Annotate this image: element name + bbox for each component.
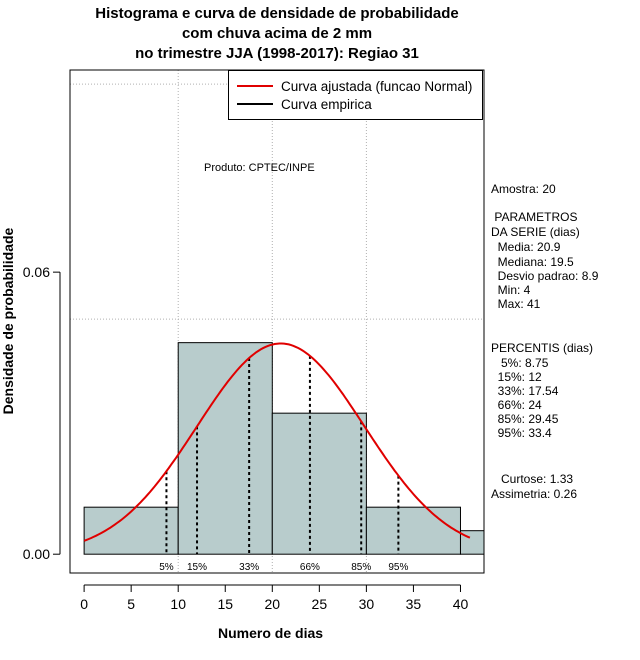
stat-assimetria: Assimetria: 0.26 [491, 487, 578, 501]
legend-item-fitted: Curva ajustada (funcao Normal) [237, 77, 472, 95]
x-tick-label: 25 [312, 596, 328, 612]
chart-title-line-2: com chuva acima de 2 mm [181, 25, 373, 42]
stat-sample: Amostra: 20 [491, 182, 556, 196]
chart-title-line-1: Histograma e curva de densidade de proba… [95, 5, 459, 22]
percentile-label: 15% [187, 562, 207, 573]
stat-media: Media: 20.9 [491, 240, 561, 254]
stat-mediana: Mediana: 19.5 [491, 255, 574, 269]
stat-p66: 66%: 24 [491, 398, 542, 412]
percentile-label: 85% [351, 562, 371, 573]
y-tick-label: 0.00 [23, 546, 50, 562]
axes: 0 5 10 15 20 25 30 35 40 0.00 0.06 [23, 264, 469, 612]
stat-desvio: Desvio padrao: 8.9 [491, 269, 599, 283]
legend-swatch-empirical [237, 103, 273, 105]
legend-item-empirical: Curva empirica [237, 95, 372, 113]
histogram-bar [271, 412, 367, 555]
x-tick-label: 5 [127, 596, 135, 612]
stat-min: Min: 4 [491, 283, 531, 297]
legend: Curva ajustada (funcao Normal) Curva emp… [228, 70, 483, 120]
fitted-curve-layer [83, 342, 471, 542]
legend-swatch-fitted [237, 85, 273, 87]
stat-params-title-2: DA SERIE (dias) [491, 225, 580, 239]
legend-label-empirical: Curva empirica [281, 96, 372, 112]
percentile-label: 95% [388, 562, 408, 573]
stat-max: Max: 41 [491, 297, 541, 311]
y-axis-title: Densidade de probabilidade [0, 227, 16, 415]
x-tick-label: 10 [170, 596, 186, 612]
histogram-bars [83, 342, 485, 555]
x-tick-label: 20 [265, 596, 281, 612]
stat-p95: 95%: 33.4 [491, 426, 552, 440]
x-tick-label: 40 [453, 596, 469, 612]
x-tick-label: 30 [359, 596, 375, 612]
histogram-bar [365, 506, 461, 555]
percentile-label: 33% [239, 562, 259, 573]
stat-curtose: Curtose: 1.33 [491, 472, 574, 486]
product-credit: Produto: CPTEC/INPE [204, 162, 315, 174]
percentile-lines: 5% 15% 33% 66% 85% 95% [159, 355, 408, 573]
x-tick-label: 0 [80, 596, 88, 612]
histogram-bar [83, 506, 179, 555]
fitted-normal-curve [83, 342, 471, 542]
x-axis-title: Numero de dias [218, 625, 324, 641]
stat-p5: 5%: 8.75 [491, 356, 549, 370]
stat-p15: 15%: 12 [491, 370, 542, 384]
histogram-bar [177, 342, 273, 555]
y-tick-label: 0.06 [23, 264, 50, 280]
percentile-label: 5% [159, 562, 174, 573]
legend-label-fitted: Curva ajustada (funcao Normal) [281, 78, 473, 94]
chart-title-line-3: no trimestre JJA (1998-2017): Regiao 31 [135, 45, 419, 62]
stat-p85: 85%: 29.45 [491, 412, 559, 426]
x-tick-label: 35 [406, 596, 422, 612]
x-tick-label: 15 [217, 596, 233, 612]
stat-params-title-1: PARAMETROS [491, 210, 578, 224]
stat-percentis-title: PERCENTIS (dias) [491, 341, 594, 355]
percentile-label: 66% [300, 562, 320, 573]
stat-p33: 33%: 17.54 [491, 384, 559, 398]
